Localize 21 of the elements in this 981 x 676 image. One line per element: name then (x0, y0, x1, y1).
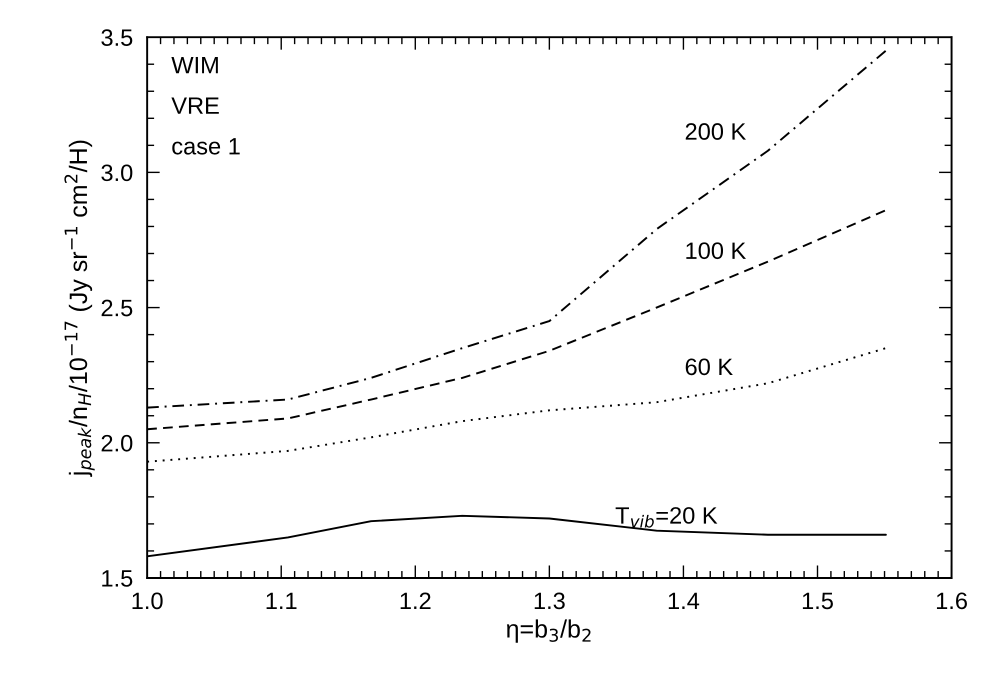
x-tick-label: 1.6 (936, 592, 967, 610)
series-label: T$_{vib}$=20 K (616, 507, 718, 528)
series-label: 60 K (686, 358, 733, 376)
x-tick-label: 1.5 (802, 592, 833, 610)
y-tick-label: 2.5 (102, 300, 132, 316)
x-tick-label: 1.4 (668, 592, 700, 609)
annotation: case 1 (172, 138, 240, 155)
x-tick-label: 1.3 (534, 592, 565, 610)
x-tick-label: 1.2 (400, 592, 431, 609)
annotation: VRE (171, 98, 219, 114)
series-label: 100 K (686, 242, 746, 260)
series-label: 200 K (686, 123, 746, 140)
y-tick-label: 1.5 (102, 570, 132, 587)
x-tick-label: 1.0 (132, 592, 163, 610)
y-tick-label: 2.0 (102, 434, 132, 452)
y-tick-label: 3.0 (101, 164, 132, 182)
annotation: WIM (171, 56, 218, 74)
text: j$_{peak}$/n$_{H}$/10$^{−17}$ (Jy sr$^{−1}$ cm$^{2}$/H) (64, 140, 95, 477)
x-axis-title: η=b$_{3}$/b$_{2}$ (506, 619, 591, 643)
y-tick-label: 3.5 (101, 29, 132, 46)
x-tick-label: 1.1 (266, 592, 296, 609)
